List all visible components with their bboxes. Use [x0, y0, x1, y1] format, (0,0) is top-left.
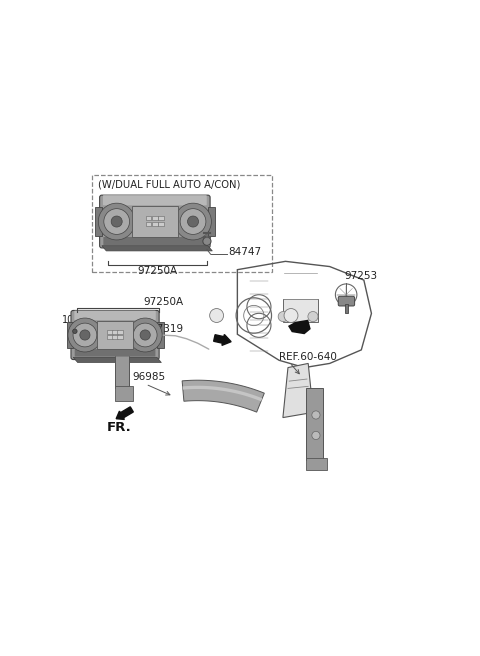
- Text: 96985: 96985: [132, 372, 166, 382]
- Bar: [112, 335, 118, 339]
- Bar: [117, 330, 123, 334]
- Polygon shape: [95, 207, 102, 236]
- Polygon shape: [208, 207, 215, 236]
- Circle shape: [180, 209, 206, 234]
- Polygon shape: [157, 321, 164, 348]
- FancyArrow shape: [116, 407, 133, 419]
- Circle shape: [128, 318, 162, 352]
- Bar: [132, 206, 178, 237]
- Circle shape: [98, 203, 135, 240]
- Bar: [145, 216, 152, 220]
- Text: 97250A: 97250A: [144, 297, 184, 307]
- Circle shape: [104, 209, 130, 234]
- FancyBboxPatch shape: [100, 195, 210, 248]
- Text: 84747: 84747: [228, 247, 262, 257]
- Polygon shape: [67, 321, 73, 348]
- Bar: [115, 325, 133, 341]
- Text: (W/DUAL FULL AUTO A/CON): (W/DUAL FULL AUTO A/CON): [98, 180, 240, 190]
- Circle shape: [72, 329, 77, 333]
- FancyBboxPatch shape: [75, 349, 156, 357]
- Polygon shape: [73, 358, 161, 363]
- Bar: [112, 330, 118, 334]
- Bar: [96, 321, 133, 349]
- Polygon shape: [288, 319, 311, 335]
- Polygon shape: [182, 386, 262, 401]
- FancyBboxPatch shape: [74, 310, 156, 320]
- Bar: [152, 222, 158, 226]
- Bar: [117, 335, 123, 339]
- Text: REF.60-640: REF.60-640: [279, 352, 337, 362]
- Bar: [158, 216, 164, 220]
- Bar: [306, 388, 323, 460]
- FancyBboxPatch shape: [103, 237, 206, 245]
- Bar: [107, 330, 113, 334]
- Circle shape: [284, 308, 298, 323]
- Polygon shape: [182, 380, 264, 412]
- Circle shape: [73, 323, 97, 347]
- Bar: [115, 337, 129, 388]
- Circle shape: [203, 237, 211, 245]
- FancyBboxPatch shape: [71, 310, 159, 359]
- Circle shape: [70, 327, 80, 336]
- Circle shape: [312, 432, 320, 440]
- Bar: [158, 222, 164, 226]
- Polygon shape: [283, 363, 313, 418]
- Bar: [145, 222, 152, 226]
- Circle shape: [68, 318, 102, 352]
- Bar: [152, 216, 158, 220]
- Bar: [115, 386, 133, 401]
- Circle shape: [133, 323, 157, 347]
- Bar: [345, 304, 348, 313]
- Bar: [306, 458, 327, 470]
- Circle shape: [278, 312, 288, 321]
- Circle shape: [188, 216, 199, 227]
- Circle shape: [210, 308, 224, 323]
- Circle shape: [140, 330, 150, 340]
- Bar: [283, 299, 318, 321]
- Circle shape: [111, 216, 122, 227]
- Text: 97253: 97253: [345, 272, 378, 281]
- Bar: [107, 335, 113, 339]
- Circle shape: [308, 312, 318, 321]
- Circle shape: [175, 203, 211, 240]
- Circle shape: [80, 330, 90, 340]
- FancyArrow shape: [214, 335, 231, 345]
- Text: FR.: FR.: [107, 421, 131, 434]
- Bar: [92, 175, 272, 272]
- Text: 97319: 97319: [150, 323, 183, 333]
- Polygon shape: [102, 246, 212, 251]
- FancyBboxPatch shape: [338, 297, 355, 306]
- Text: 1018AD: 1018AD: [62, 315, 101, 325]
- Circle shape: [312, 411, 320, 419]
- Text: 97250A: 97250A: [138, 266, 178, 276]
- FancyBboxPatch shape: [103, 195, 207, 205]
